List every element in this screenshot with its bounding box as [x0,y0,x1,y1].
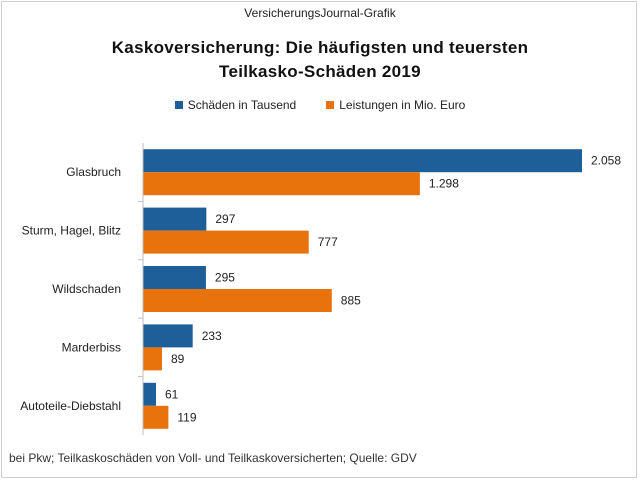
category-label-glasbruch: Glasbruch [66,165,121,179]
bar-leistungen-marderbiss [143,347,162,371]
bar-schaeden-marderbiss [143,324,193,348]
data-label-leistungen-wildschaden: 885 [341,294,361,308]
chart-legend: Schäden in Tausend Leistungen in Mio. Eu… [0,98,640,112]
chart-title: Kaskoversicherung: Die häufigsten und te… [111,38,529,57]
category-label-marderbiss: Marderbiss [62,340,121,354]
legend-swatch-series-1 [174,101,183,109]
bar-leistungen-autoteile-diebstahl [143,405,169,429]
data-label-leistungen-marderbiss: 89 [171,352,185,366]
data-label-leistungen-autoteile-diebstahl: 119 [177,410,196,424]
data-label-schaeden-wildschaden: 295 [215,271,235,285]
bar-schaeden-sturm-hagel-blitz [143,207,207,231]
category-label-wildschaden: Wildschaden [52,282,121,296]
legend-label-series-2: Leistungen in Mio. Euro [339,98,466,112]
data-label-leistungen-sturm-hagel-blitz: 777 [318,235,338,249]
bar-leistungen-wildschaden [143,289,332,312]
source-title: VersicherungsJournal-Grafik [244,6,396,20]
bar-leistungen-glasbruch [143,172,420,196]
legend-item-series-1: Schäden in Tausend [174,98,297,112]
legend-label-series-1: Schäden in Tausend [187,98,297,112]
bar-schaeden-glasbruch [143,149,582,173]
footnote: bei Pkw; Teilkaskoschäden von Voll- und … [9,451,417,465]
data-label-schaeden-glasbruch: 2.058 [591,154,621,168]
data-label-leistungen-glasbruch: 1.298 [429,177,459,191]
data-label-schaeden-sturm-hagel-blitz: 297 [215,212,235,226]
category-label-autoteile-diebstahl: Autoteile-Diebstahl [20,399,121,413]
chart-subtitle: Teilkasko-Schäden 2019 [219,62,421,81]
legend-swatch-series-2 [326,101,335,109]
bar-schaeden-autoteile-diebstahl [143,382,157,406]
bar-schaeden-wildschaden [143,266,206,289]
bar-leistungen-sturm-hagel-blitz [143,230,309,254]
data-label-schaeden-autoteile-diebstahl: 61 [165,387,179,401]
category-label-sturm-hagel-blitz: Sturm, Hagel, Blitz [22,224,121,238]
data-label-schaeden-marderbiss: 233 [202,329,222,343]
legend-item-series-2: Leistungen in Mio. Euro [326,98,465,112]
